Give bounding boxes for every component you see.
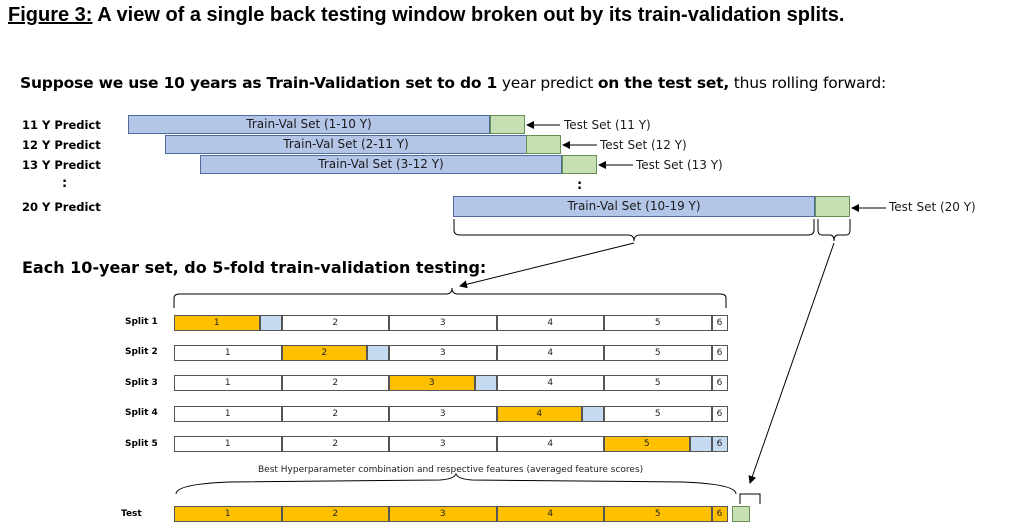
test-label-12y: Test Set (12 Y) <box>600 138 687 152</box>
fold-5-split-1: 5 <box>604 315 712 331</box>
fold-4-split-5: 4 <box>496 436 604 452</box>
fold-6-split-1: 6 <box>711 315 728 331</box>
row-label-13y: 13 Y Predict <box>22 158 101 172</box>
test-box-20y <box>815 196 850 217</box>
col-ellipsis: : <box>577 178 583 193</box>
train-val-bar-20y: Train-Val Set (10-19 Y) <box>453 196 815 217</box>
fold-4-split-4: 4 <box>496 406 582 422</box>
figure-title-text: A view of a single back testing window b… <box>92 4 845 26</box>
split-label-1: Split 1 <box>125 317 158 327</box>
test-fold-6: 6 <box>711 506 728 522</box>
final-test-cell <box>731 506 750 522</box>
test-fold-4: 4 <box>496 506 604 522</box>
fold-2-split-1: 2 <box>281 315 389 331</box>
gap-split-1 <box>259 315 282 331</box>
gap-split-4 <box>582 406 604 422</box>
fold-1-split-1: 1 <box>174 315 260 331</box>
brace-test-20y <box>817 219 851 242</box>
intro-text: Suppose we use 10 years as Train-Validat… <box>20 74 886 92</box>
row-label-12y: 12 Y Predict <box>22 138 101 152</box>
figure-number: Figure 3: <box>8 4 93 26</box>
fold-3-split-5: 3 <box>389 436 497 452</box>
train-val-bar-13y: Train-Val Set (3-12 Y) <box>200 155 562 174</box>
split-label-2: Split 2 <box>125 347 158 357</box>
test-fold-2: 2 <box>281 506 389 522</box>
fold-5-split-4: 5 <box>604 406 712 422</box>
fold-1-split-4: 1 <box>174 406 282 422</box>
test-box-12y <box>526 135 561 154</box>
brace-over-folds <box>173 287 727 308</box>
fold-4-split-1: 4 <box>496 315 604 331</box>
fold-6-split-2: 6 <box>711 345 728 361</box>
row-ellipsis: : <box>62 176 68 191</box>
test-label-20y: Test Set (20 Y) <box>889 200 976 214</box>
section-title-5fold: Each 10-year set, do 5-fold train-valida… <box>22 258 487 277</box>
train-val-bar-12y: Train-Val Set (2-11 Y) <box>165 135 527 154</box>
split-label-4: Split 4 <box>125 408 158 418</box>
fold-4-split-2: 4 <box>496 345 604 361</box>
row-label-20y: 20 Y Predict <box>22 200 101 214</box>
fold-3-split-4: 3 <box>389 406 497 422</box>
train-val-bar-11y: Train-Val Set (1-10 Y) <box>128 115 490 134</box>
test-box-11y <box>490 115 525 134</box>
test-label-11y: Test Set (11 Y) <box>564 118 651 132</box>
fold-2-split-5: 2 <box>281 436 389 452</box>
fold-1-split-5: 1 <box>174 436 282 452</box>
row-label-11y: 11 Y Predict <box>22 118 101 132</box>
brace-train-val-20y <box>453 219 815 242</box>
test-box-13y <box>562 155 597 174</box>
test-label-13y: Test Set (13 Y) <box>636 158 723 172</box>
fold-3-split-2: 3 <box>389 345 497 361</box>
test-fold-1: 1 <box>174 506 282 522</box>
brace-over-test-row <box>175 472 737 495</box>
gap-split-5 <box>689 436 712 452</box>
test-fold-3: 3 <box>389 506 497 522</box>
fold-4-split-3: 4 <box>496 375 604 391</box>
fold-3-split-1: 3 <box>389 315 497 331</box>
fold-2-split-4: 2 <box>281 406 389 422</box>
split-label-3: Split 3 <box>125 378 158 388</box>
bracket-final-test <box>739 493 761 504</box>
fold-2-split-2: 2 <box>281 345 367 361</box>
figure-title: Figure 3: A view of a single back testin… <box>8 4 844 27</box>
gap-split-3 <box>474 375 497 391</box>
test-row-label: Test <box>121 509 142 519</box>
fold-6-split-5: 6 <box>711 436 728 452</box>
fold-1-split-3: 1 <box>174 375 282 391</box>
split-label-5: Split 5 <box>125 439 158 449</box>
fold-2-split-3: 2 <box>281 375 389 391</box>
fold-1-split-2: 1 <box>174 345 282 361</box>
fold-6-split-4: 6 <box>711 406 728 422</box>
hyperparameter-caption: Best Hyperparameter combination and resp… <box>258 465 644 475</box>
fold-3-split-3: 3 <box>389 375 475 391</box>
test-fold-5: 5 <box>604 506 712 522</box>
arrow-to-folds <box>459 242 635 289</box>
fold-5-split-3: 5 <box>604 375 712 391</box>
fold-6-split-3: 6 <box>711 375 728 391</box>
gap-split-2 <box>367 345 389 361</box>
fold-5-split-2: 5 <box>604 345 712 361</box>
fold-5-split-5: 5 <box>604 436 690 452</box>
arrow-to-final-test <box>748 242 835 484</box>
